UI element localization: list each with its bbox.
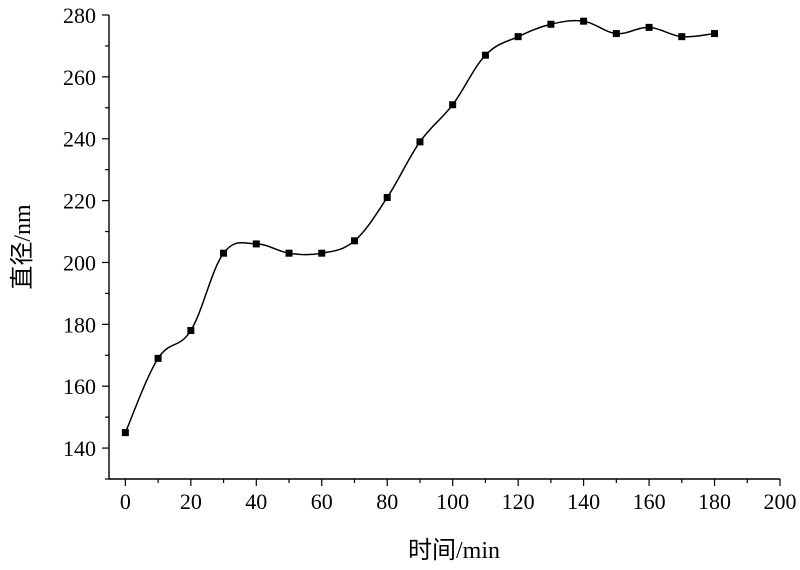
x-tick-label-140: 140 [567, 489, 600, 514]
x-tick-label-0: 0 [120, 489, 131, 514]
data-point-90 [416, 138, 424, 146]
y-axis-ticks: 140 160 180 200 220 240 260 280 [63, 3, 109, 480]
data-point-160 [645, 23, 653, 31]
data-point-100 [449, 101, 457, 109]
y-axis-title: 直径/nm [9, 204, 36, 290]
data-point-110 [481, 51, 489, 59]
data-point-170 [678, 33, 686, 41]
x-axis-title: 时间/min [408, 537, 500, 564]
fit-curve [124, 19, 715, 433]
x-axis-ticks: 0 20 40 60 80 100 120 140 160 180 200 [120, 479, 797, 514]
x-tick-label-20: 20 [180, 489, 202, 514]
x-tick-label-200: 200 [764, 489, 797, 514]
axes [108, 15, 780, 480]
y-tick-label-240: 240 [63, 127, 96, 152]
data-point-10 [154, 354, 162, 362]
y-tick-label-140: 140 [63, 436, 96, 461]
data-point-0 [121, 429, 129, 437]
x-tick-label-160: 160 [633, 489, 666, 514]
y-tick-label-220: 220 [63, 189, 96, 214]
data-points [121, 17, 719, 437]
data-point-60 [318, 249, 326, 257]
x-tick-label-120: 120 [502, 489, 535, 514]
data-point-30 [220, 249, 228, 257]
y-tick-label-180: 180 [63, 312, 96, 337]
data-point-80 [383, 194, 391, 202]
x-tick-label-100: 100 [436, 489, 469, 514]
y-tick-label-280: 280 [63, 3, 96, 28]
x-tick-label-40: 40 [245, 489, 267, 514]
x-tick-label-60: 60 [311, 489, 333, 514]
data-point-40 [252, 240, 260, 248]
data-point-20 [187, 327, 195, 335]
x-tick-label-180: 180 [698, 489, 731, 514]
y-tick-label-260: 260 [63, 65, 96, 90]
y-tick-label-160: 160 [63, 374, 96, 399]
data-point-140 [580, 17, 588, 25]
data-point-130 [547, 20, 555, 28]
data-point-120 [514, 33, 522, 41]
data-point-50 [285, 249, 293, 257]
data-point-180 [711, 30, 719, 38]
y-tick-label-200: 200 [63, 250, 96, 275]
data-point-70 [350, 237, 358, 245]
x-tick-label-80: 80 [376, 489, 398, 514]
data-point-150 [612, 30, 620, 38]
